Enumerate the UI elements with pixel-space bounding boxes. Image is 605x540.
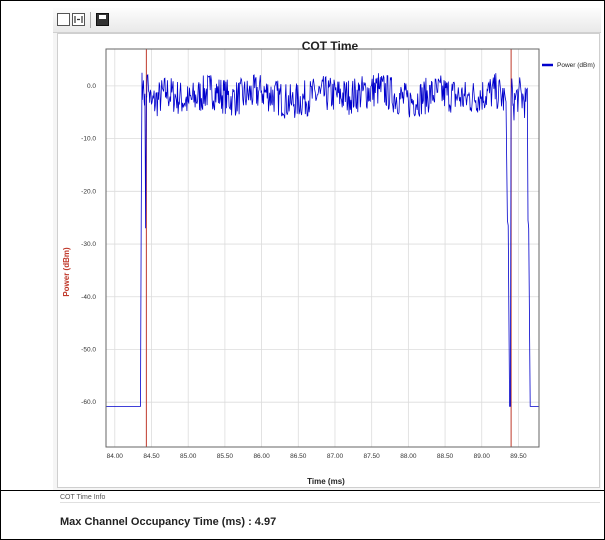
x-tick-label: 89.50: [510, 453, 527, 460]
cell-divider: [0, 490, 605, 491]
x-axis-label: Time (ms): [307, 477, 345, 486]
x-tick-label: 85.00: [180, 453, 197, 460]
x-tick-label: 86.00: [253, 453, 270, 460]
save-icon[interactable]: [96, 13, 109, 26]
legend-label: Power (dBm): [557, 62, 595, 69]
y-tick-label: -40.0: [81, 294, 96, 301]
y-tick-label: -10.0: [81, 136, 96, 143]
plot-border: [105, 48, 540, 448]
x-tick-label: 84.50: [143, 453, 160, 460]
y-tick-label: -50.0: [81, 346, 96, 353]
grid: [106, 49, 539, 447]
x-tick-label: 85.50: [217, 453, 234, 460]
chart-title: COT Time: [302, 39, 359, 53]
section-label: COT Time Info: [60, 494, 106, 501]
x-tick-label: 88.50: [437, 453, 454, 460]
section-divider: [60, 502, 600, 503]
zoom-icon[interactable]: [72, 13, 85, 26]
chart-toolbar: [53, 8, 601, 33]
power-series-line: [106, 72, 539, 407]
y-tick-label: 0.0: [87, 83, 96, 90]
x-tick-label: 87.00: [327, 453, 344, 460]
toolbar-separator: [90, 12, 91, 28]
chart-area: 84.00 84.50 85.00 85.50 86.00 86.50 87.00 87.50…: [57, 33, 600, 488]
x-tick-label: 88.00: [400, 453, 417, 460]
y-tick-label: -30.0: [81, 241, 96, 248]
select-icon[interactable]: [57, 13, 70, 26]
cot-time-chart: 84.00 84.50 85.00 85.50 86.00 86.50 87.00 87.50…: [62, 39, 595, 486]
y-axis-label: Power (dBm): [62, 247, 71, 297]
x-tick-label: 86.50: [290, 453, 307, 460]
legend: Power (dBm): [542, 62, 595, 69]
tick-labels: 84.00 84.50 85.00 85.50 86.00 86.50 87.00 87.50…: [81, 83, 527, 460]
y-tick-label: -20.0: [81, 188, 96, 195]
max-cot-result: Max Channel Occupancy Time (ms) : 4.97: [60, 516, 277, 528]
x-tick-label: 87.50: [364, 453, 381, 460]
x-tick-label: 84.00: [107, 453, 124, 460]
y-tick-label: -60.0: [81, 399, 96, 406]
x-tick-label: 89.00: [474, 453, 491, 460]
